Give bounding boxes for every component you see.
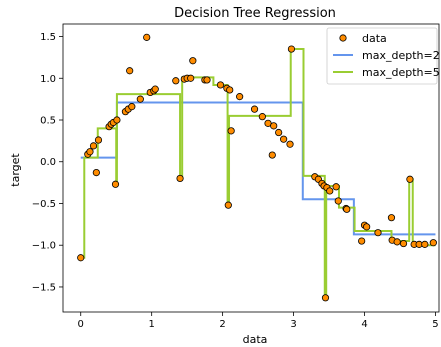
- x-axis: 0 1 2 3 4 5: [78, 312, 439, 330]
- data-point: [387, 214, 396, 222]
- data-point: [77, 254, 85, 262]
- data-point: [172, 77, 180, 85]
- data-point: [113, 116, 121, 124]
- data-point: [399, 239, 408, 248]
- legend: data max_depth=2 max_depth=5: [326, 27, 440, 85]
- data-point: [143, 33, 151, 41]
- data-point: [358, 237, 366, 245]
- data-point: [321, 294, 330, 302]
- x-tick-label: 3: [290, 319, 296, 330]
- y-tick-label: 1.0: [40, 74, 56, 85]
- data-point: [334, 197, 342, 205]
- data-point: [429, 239, 437, 247]
- data-point: [421, 240, 429, 248]
- data-point: [286, 140, 294, 148]
- data-point: [363, 223, 371, 231]
- x-tick-label: 0: [78, 319, 84, 330]
- data-point: [92, 168, 100, 177]
- data-point: [189, 57, 197, 65]
- data-point: [227, 127, 235, 135]
- data-point: [287, 45, 296, 53]
- plot-frame: [62, 23, 440, 313]
- data-point: [176, 174, 184, 183]
- y-axis-label: target: [9, 153, 22, 187]
- data-point: [203, 76, 211, 84]
- data-point: [224, 201, 232, 209]
- data-point: [393, 238, 401, 246]
- data-point: [94, 136, 103, 144]
- data-point: [89, 142, 98, 150]
- data-point: [86, 148, 94, 156]
- legend-label-max-depth-2: max_depth=2: [362, 49, 440, 62]
- data-point: [270, 122, 278, 130]
- data-point: [275, 128, 283, 137]
- legend-label-data: data: [362, 32, 387, 45]
- data-point: [126, 67, 134, 75]
- data-point: [187, 74, 195, 82]
- data-point: [326, 187, 334, 195]
- data-point: [216, 81, 225, 89]
- y-tick-label: 1.5: [40, 32, 56, 43]
- data-points: [77, 33, 437, 302]
- legend-box: [326, 27, 438, 85]
- data-point: [258, 113, 266, 121]
- x-axis-label: data: [243, 333, 268, 346]
- y-tick-label: 0.0: [40, 157, 56, 168]
- legend-marker-data: [339, 34, 347, 42]
- legend-label-max-depth-5: max_depth=5: [362, 66, 440, 79]
- y-tick-label: −0.5: [32, 199, 56, 210]
- y-tick-label: −1.0: [32, 241, 56, 252]
- data-point: [268, 151, 276, 159]
- y-axis: −1.5 −1.0 −0.5 0.0 0.5 1.0 1.5: [32, 32, 63, 293]
- y-tick-label: −1.5: [32, 282, 56, 293]
- data-point: [226, 86, 234, 94]
- data-point: [332, 183, 340, 191]
- x-tick-label: 5: [432, 319, 438, 330]
- data-point: [236, 93, 244, 101]
- data-point: [280, 135, 288, 143]
- data-point: [250, 105, 259, 113]
- x-tick-label: 2: [219, 319, 225, 330]
- x-tick-label: 1: [148, 319, 154, 330]
- y-tick-label: 0.5: [40, 116, 56, 127]
- data-point: [136, 95, 144, 103]
- data-point: [111, 180, 120, 188]
- data-point: [406, 175, 414, 183]
- data-point: [374, 229, 382, 237]
- x-tick-label: 4: [361, 319, 367, 330]
- chart-title: Decision Tree Regression: [174, 6, 336, 21]
- data-point: [151, 85, 159, 93]
- data-point: [343, 205, 351, 213]
- data-point: [128, 103, 136, 111]
